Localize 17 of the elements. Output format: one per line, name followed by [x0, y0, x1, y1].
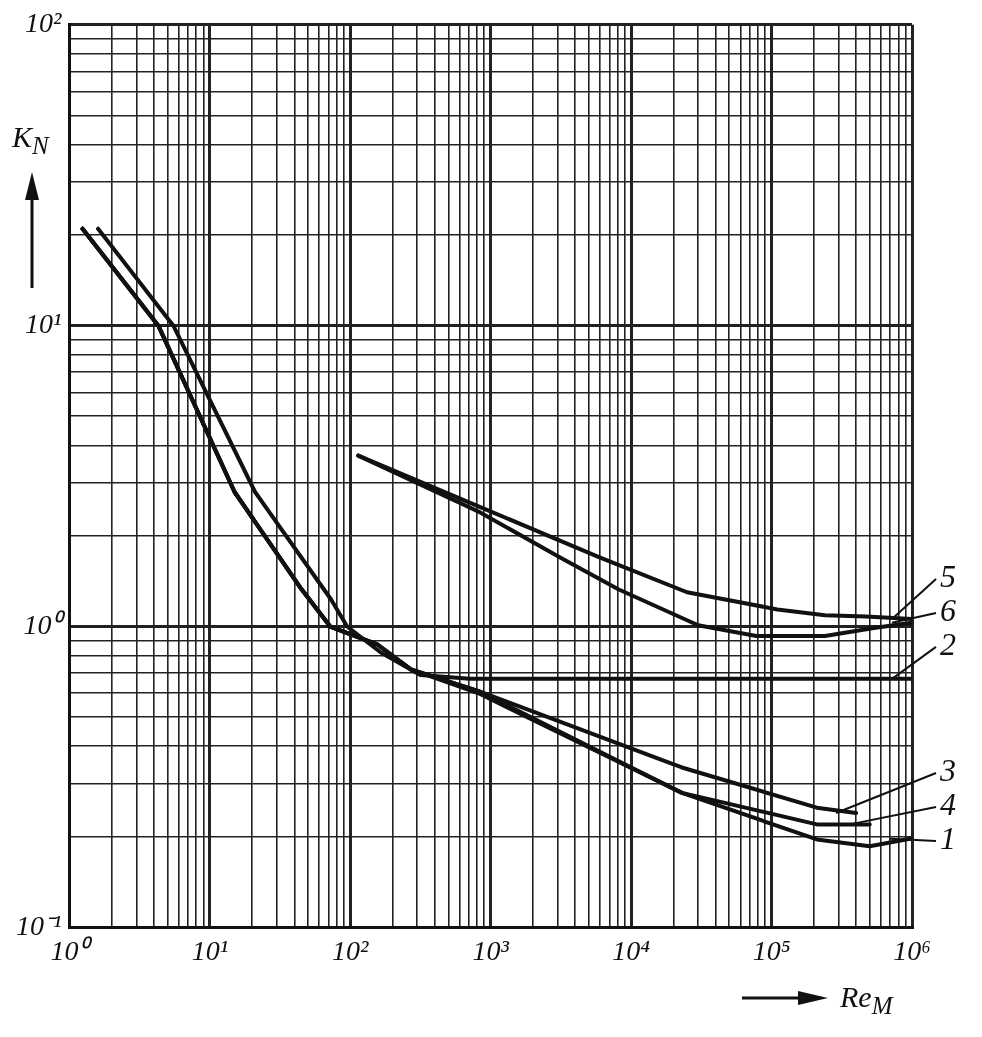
- legend-label: 4: [940, 786, 956, 823]
- legend-label: 2: [940, 626, 956, 663]
- series-label: 5: [940, 558, 956, 595]
- x-tick-label: 10²: [332, 934, 370, 966]
- x-tick-label: 10³: [472, 934, 510, 966]
- x-tick-label: 10⁵: [752, 934, 791, 966]
- x-tick-label: 10⁴: [612, 934, 651, 966]
- x-axis-title: Re$_{M}$: [840, 980, 893, 1020]
- y-axis-title: K$_{N}$: [12, 120, 49, 160]
- y-tick-label: 10¹: [24, 308, 62, 340]
- legend-label: 6: [940, 592, 956, 629]
- legend-label: 1: [940, 820, 956, 857]
- y-tick-label: 10²: [24, 7, 62, 39]
- x-tick-label: 10¹: [191, 934, 229, 966]
- y-tick-label: 10⁰: [23, 608, 67, 640]
- text: 3: [939, 752, 956, 789]
- x-tick-label: 10⁶: [893, 934, 931, 966]
